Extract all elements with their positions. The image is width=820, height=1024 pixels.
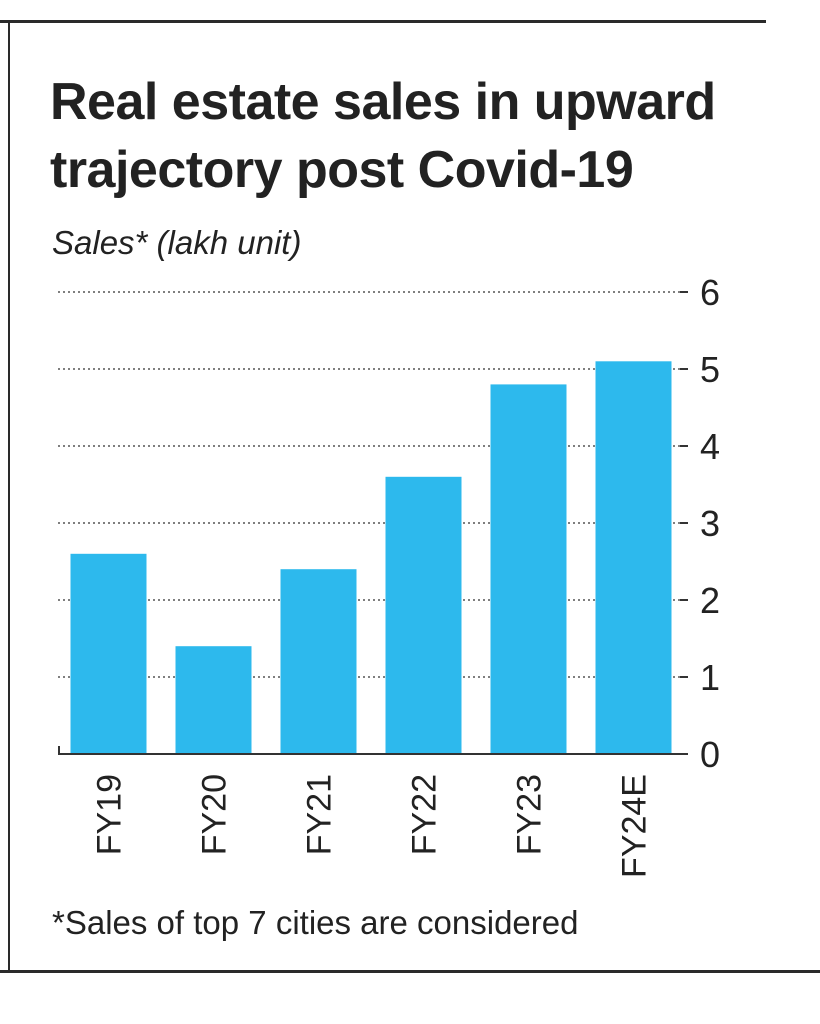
top-rule	[0, 20, 766, 23]
left-rule	[8, 23, 10, 973]
y-tick-label: 3	[700, 503, 720, 544]
chart-title: Real estate sales in upward trajectory p…	[50, 73, 716, 199]
y-tick-label: 4	[700, 426, 720, 467]
bar-chart: 0 1 2 3 4 5 6 FY19 FY20 FY21 FY22 FY23 FY24E	[58, 272, 720, 878]
x-tick-label: FY20	[196, 774, 234, 855]
bar	[280, 569, 357, 754]
x-tick-labels: FY19 FY20 FY21 FY22 FY23 FY24E	[91, 774, 654, 878]
y-tick-label: 5	[700, 349, 720, 390]
x-tick-label: FY24E	[616, 774, 654, 878]
bars	[70, 361, 672, 754]
x-tick-label: FY23	[511, 774, 549, 855]
bar	[490, 384, 567, 754]
y-tick-label: 6	[700, 272, 720, 313]
chart-subtitle: Sales* (lakh unit)	[52, 224, 302, 261]
axes	[58, 291, 688, 755]
bar	[595, 361, 672, 754]
footnote: *Sales of top 7 cities are considered	[52, 904, 579, 941]
bar	[175, 646, 252, 754]
bar	[385, 476, 462, 754]
y-tick-label: 1	[700, 657, 720, 698]
y-tick-label: 0	[700, 734, 720, 775]
gridlines	[58, 291, 686, 678]
bar	[70, 553, 147, 754]
x-tick-label: FY22	[406, 774, 444, 855]
x-tick-label: FY21	[301, 774, 339, 855]
x-tick-label: FY19	[91, 774, 129, 855]
y-tick-labels: 0 1 2 3 4 5 6	[700, 272, 720, 775]
bottom-rule	[0, 970, 820, 973]
y-tick-label: 2	[700, 580, 720, 621]
